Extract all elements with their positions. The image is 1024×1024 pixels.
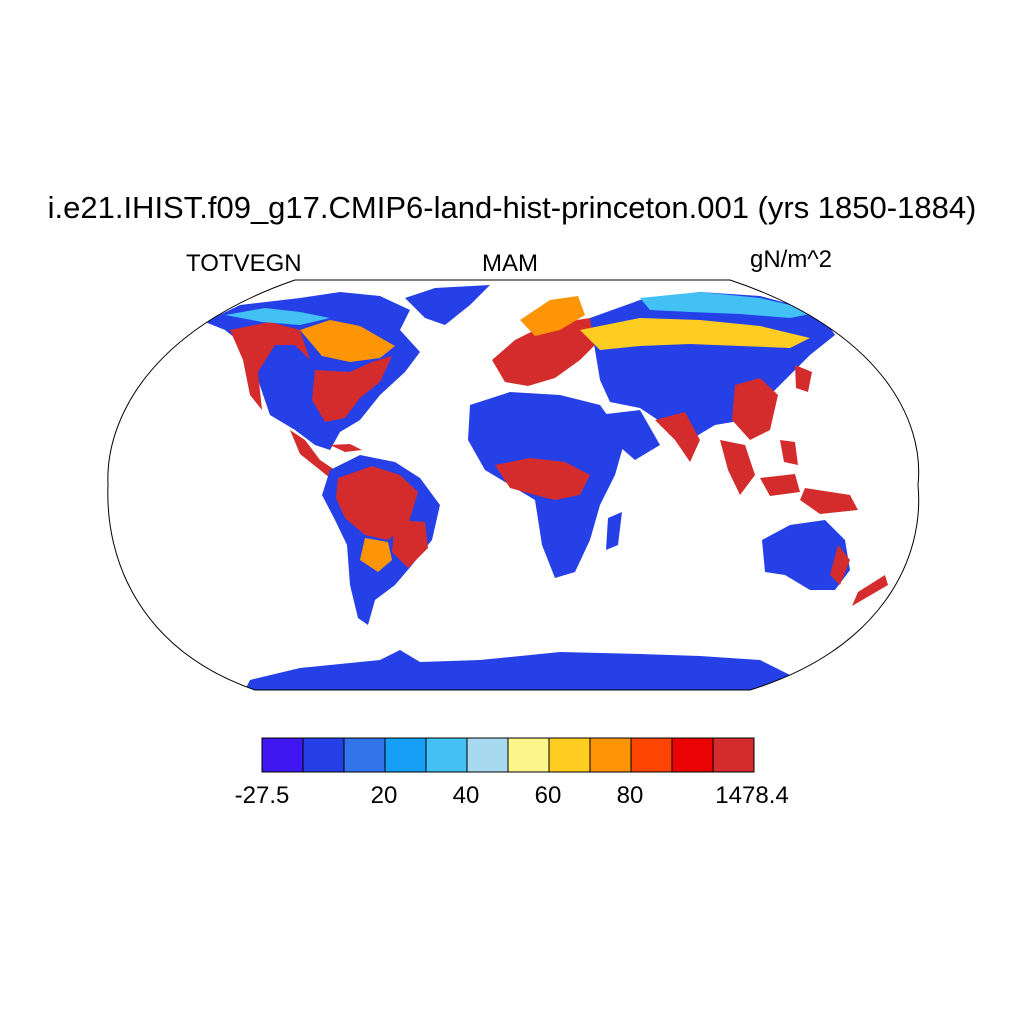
colorbar-swatch-8 xyxy=(589,737,632,773)
japan xyxy=(795,365,812,392)
europe-land xyxy=(492,318,600,386)
north-america-east-high xyxy=(312,356,392,422)
season-label: MAM xyxy=(482,250,538,277)
siberia-tundra xyxy=(640,292,820,318)
antarctica xyxy=(240,650,790,690)
colorbar-swatch-11 xyxy=(712,737,755,773)
units-label: gN/m^2 xyxy=(750,246,832,273)
caribbean xyxy=(330,444,362,452)
central-africa-high xyxy=(495,458,590,500)
india-high xyxy=(655,412,700,462)
colorbar-swatch-6 xyxy=(507,737,550,773)
greenland xyxy=(405,285,490,325)
southeast-asia xyxy=(720,440,755,495)
colorbar-swatch-5 xyxy=(466,737,509,773)
colorbar-tick-4: 80 xyxy=(616,782,644,809)
australia xyxy=(762,520,850,590)
colorbar-swatch-10 xyxy=(671,737,714,773)
colorbar-swatch-2 xyxy=(343,737,386,773)
colorbar-tick-1: 20 xyxy=(370,782,398,809)
colorbar-tick-2: 40 xyxy=(452,782,480,809)
colorbar-swatch-4 xyxy=(425,737,468,773)
colorbar xyxy=(261,737,755,773)
colorbar-swatch-1 xyxy=(302,737,345,773)
colorbar-tick-3: 60 xyxy=(534,782,562,809)
philippines xyxy=(780,440,798,465)
colorbar-tick-5: 1478.4 xyxy=(715,782,789,809)
colorbar-swatch-3 xyxy=(384,737,427,773)
globe-outline xyxy=(107,279,920,691)
central-america xyxy=(290,430,335,478)
scandinavia xyxy=(520,296,585,336)
north-america-boreal xyxy=(300,320,395,362)
brazil-east-high xyxy=(392,520,428,568)
north-america-tundra xyxy=(225,308,330,325)
plot-title: i.e21.IHIST.f09_g17.CMIP6-land-hist-prin… xyxy=(47,190,977,225)
north-america-west-high xyxy=(230,322,310,410)
east-asia-high xyxy=(732,378,778,440)
colorbar-swatch-7 xyxy=(548,737,591,773)
new-zealand xyxy=(852,575,888,606)
indonesia-a xyxy=(760,474,800,496)
colorbar-swatch-0 xyxy=(261,737,304,773)
arabia xyxy=(598,410,660,460)
indonesia-b xyxy=(800,488,858,514)
colorbar-swatch-9 xyxy=(630,737,673,773)
south-america-mid xyxy=(360,538,392,572)
variable-label: TOTVEGN xyxy=(186,250,302,277)
siberia-boreal xyxy=(580,318,810,350)
madagascar xyxy=(606,512,622,550)
colorbar-tick-0: -27.5 xyxy=(234,782,290,809)
australia-east-high xyxy=(830,545,850,585)
